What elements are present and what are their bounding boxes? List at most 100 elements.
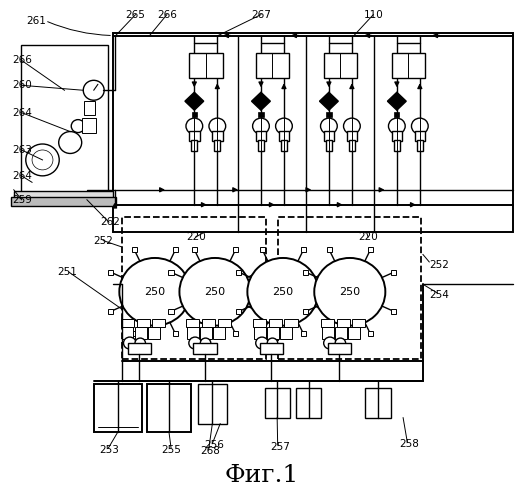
Circle shape <box>59 132 82 154</box>
Bar <box>191 140 198 151</box>
Bar <box>168 309 173 314</box>
Bar <box>391 53 425 78</box>
Text: 267: 267 <box>252 9 271 19</box>
Circle shape <box>267 338 278 348</box>
Circle shape <box>276 118 292 134</box>
Bar <box>122 217 266 359</box>
Bar <box>148 327 160 339</box>
Bar <box>256 131 266 141</box>
Text: 252: 252 <box>94 236 114 246</box>
Bar <box>152 319 165 327</box>
Circle shape <box>71 120 85 133</box>
Bar <box>324 131 334 141</box>
Bar <box>236 309 242 314</box>
Bar <box>233 248 238 252</box>
Text: 260: 260 <box>12 80 32 90</box>
Bar <box>391 270 397 275</box>
Circle shape <box>314 258 385 326</box>
Bar <box>198 384 227 424</box>
Bar <box>20 45 108 192</box>
Bar <box>256 309 261 314</box>
Bar <box>186 319 199 327</box>
Circle shape <box>189 337 201 349</box>
Circle shape <box>411 118 428 134</box>
Bar <box>192 331 197 336</box>
Circle shape <box>124 337 136 349</box>
Circle shape <box>32 150 53 170</box>
Bar <box>14 191 113 198</box>
Bar <box>303 309 308 314</box>
Bar <box>269 319 282 327</box>
Bar <box>137 319 150 327</box>
Bar <box>348 327 360 339</box>
Bar <box>417 140 423 151</box>
Bar <box>322 327 334 339</box>
Circle shape <box>253 118 269 134</box>
Text: 110: 110 <box>364 9 384 19</box>
Bar <box>324 309 330 314</box>
Text: 257: 257 <box>270 442 290 452</box>
Bar <box>278 217 421 359</box>
Circle shape <box>135 338 146 348</box>
Bar <box>94 384 142 432</box>
Bar <box>132 248 137 252</box>
Bar <box>187 327 199 339</box>
Bar <box>84 101 95 115</box>
Bar <box>213 327 225 339</box>
Polygon shape <box>252 92 270 110</box>
Bar <box>193 343 216 354</box>
Bar <box>326 248 332 252</box>
Bar <box>328 343 352 354</box>
Text: 259: 259 <box>12 195 32 205</box>
Bar <box>168 270 173 275</box>
Bar <box>394 112 399 117</box>
Circle shape <box>388 118 405 134</box>
Bar <box>326 112 332 117</box>
Bar <box>337 319 350 327</box>
Text: 250: 250 <box>339 287 361 297</box>
Bar <box>347 131 357 141</box>
Bar <box>301 331 306 336</box>
Circle shape <box>186 118 203 134</box>
Text: 262: 262 <box>100 217 120 227</box>
Circle shape <box>200 338 211 348</box>
Text: 255: 255 <box>162 445 181 455</box>
Bar <box>108 309 113 314</box>
Bar <box>324 270 330 275</box>
Text: 253: 253 <box>99 445 119 455</box>
Bar <box>335 327 347 339</box>
Bar <box>189 53 223 78</box>
Text: 263: 263 <box>12 145 32 155</box>
Text: 264: 264 <box>12 171 32 181</box>
Bar <box>301 248 306 252</box>
Text: 250: 250 <box>144 287 166 297</box>
Bar <box>368 248 373 252</box>
Bar <box>192 112 197 117</box>
Text: 266: 266 <box>12 55 32 65</box>
Bar <box>108 270 113 275</box>
Bar <box>368 331 373 336</box>
Bar <box>267 327 279 339</box>
Circle shape <box>335 338 346 348</box>
Bar <box>217 319 231 327</box>
Bar <box>326 140 332 151</box>
Text: 220: 220 <box>359 232 378 242</box>
Bar <box>285 319 298 327</box>
Bar <box>260 248 265 252</box>
Circle shape <box>83 80 104 100</box>
Bar <box>391 309 397 314</box>
Text: 265: 265 <box>125 9 145 19</box>
Bar <box>260 343 283 354</box>
Bar <box>202 319 215 327</box>
Bar <box>260 331 265 336</box>
Bar <box>173 331 178 336</box>
Bar <box>253 319 266 327</box>
Text: 252: 252 <box>429 260 449 270</box>
Text: 264: 264 <box>12 108 32 118</box>
Bar <box>113 33 513 232</box>
Text: 254: 254 <box>429 290 449 300</box>
Bar <box>365 388 390 418</box>
Bar <box>303 270 308 275</box>
Text: 251: 251 <box>57 267 77 277</box>
Bar <box>281 140 287 151</box>
